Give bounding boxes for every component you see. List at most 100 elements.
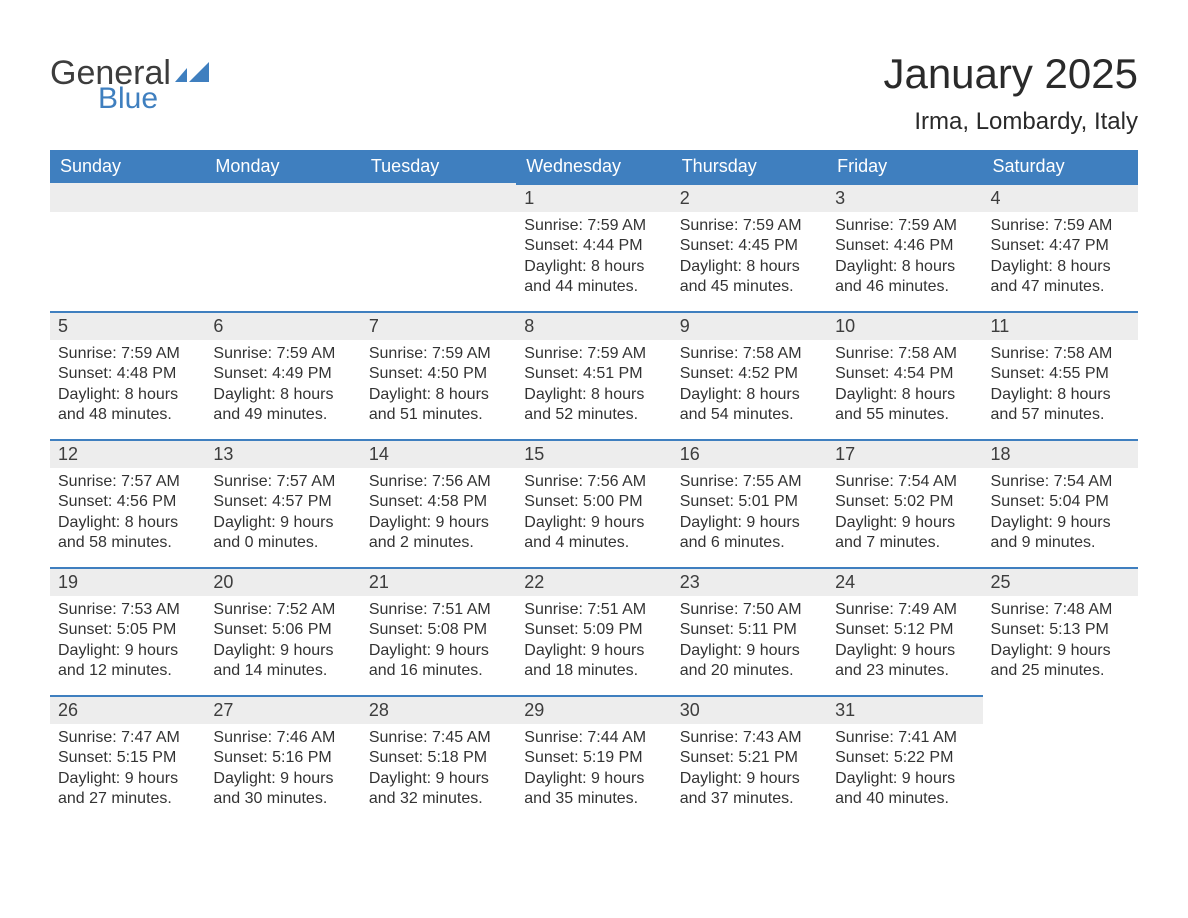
- day-daylight2: and 58 minutes.: [58, 533, 197, 553]
- day-number: 7: [361, 311, 516, 340]
- day-body: Sunrise: 7:59 AMSunset: 4:44 PMDaylight:…: [516, 212, 671, 298]
- day-daylight1: Daylight: 8 hours: [213, 385, 352, 405]
- week-row: 26Sunrise: 7:47 AMSunset: 5:15 PMDayligh…: [50, 695, 1138, 823]
- day-cell: 29Sunrise: 7:44 AMSunset: 5:19 PMDayligh…: [516, 695, 671, 823]
- day-number: [361, 183, 516, 212]
- day-body: Sunrise: 7:53 AMSunset: 5:05 PMDaylight:…: [50, 596, 205, 682]
- day-cell: 26Sunrise: 7:47 AMSunset: 5:15 PMDayligh…: [50, 695, 205, 823]
- day-cell: 23Sunrise: 7:50 AMSunset: 5:11 PMDayligh…: [672, 567, 827, 695]
- day-number: 1: [516, 183, 671, 212]
- day-sunset: Sunset: 4:52 PM: [680, 364, 819, 384]
- day-cell: 13Sunrise: 7:57 AMSunset: 4:57 PMDayligh…: [205, 439, 360, 567]
- day-cell: 16Sunrise: 7:55 AMSunset: 5:01 PMDayligh…: [672, 439, 827, 567]
- day-body: Sunrise: 7:54 AMSunset: 5:02 PMDaylight:…: [827, 468, 982, 554]
- brand-logo: General Blue: [50, 50, 213, 114]
- day-number: 21: [361, 567, 516, 596]
- day-body: Sunrise: 7:44 AMSunset: 5:19 PMDaylight:…: [516, 724, 671, 810]
- day-sunset: Sunset: 5:19 PM: [524, 748, 663, 768]
- dow-cell: Tuesday: [361, 150, 516, 183]
- day-sunrise: Sunrise: 7:57 AM: [213, 472, 352, 492]
- day-daylight1: Daylight: 8 hours: [991, 385, 1130, 405]
- day-sunset: Sunset: 4:50 PM: [369, 364, 508, 384]
- day-body: Sunrise: 7:56 AMSunset: 4:58 PMDaylight:…: [361, 468, 516, 554]
- day-number: 31: [827, 695, 982, 724]
- day-number: 10: [827, 311, 982, 340]
- day-sunrise: Sunrise: 7:59 AM: [213, 344, 352, 364]
- day-cell: 27Sunrise: 7:46 AMSunset: 5:16 PMDayligh…: [205, 695, 360, 823]
- day-daylight2: and 25 minutes.: [991, 661, 1130, 681]
- calendar-body: 1Sunrise: 7:59 AMSunset: 4:44 PMDaylight…: [50, 183, 1138, 823]
- day-number: 19: [50, 567, 205, 596]
- month-title: January 2025: [883, 50, 1138, 98]
- day-sunset: Sunset: 4:47 PM: [991, 236, 1130, 256]
- day-sunrise: Sunrise: 7:55 AM: [680, 472, 819, 492]
- day-daylight2: and 12 minutes.: [58, 661, 197, 681]
- day-sunrise: Sunrise: 7:52 AM: [213, 600, 352, 620]
- day-sunset: Sunset: 5:04 PM: [991, 492, 1130, 512]
- day-sunrise: Sunrise: 7:57 AM: [58, 472, 197, 492]
- day-sunrise: Sunrise: 7:46 AM: [213, 728, 352, 748]
- day-cell: 17Sunrise: 7:54 AMSunset: 5:02 PMDayligh…: [827, 439, 982, 567]
- day-body: Sunrise: 7:55 AMSunset: 5:01 PMDaylight:…: [672, 468, 827, 554]
- day-daylight2: and 35 minutes.: [524, 789, 663, 809]
- day-cell-empty: [361, 183, 516, 311]
- day-number: 27: [205, 695, 360, 724]
- day-daylight2: and 2 minutes.: [369, 533, 508, 553]
- day-daylight2: and 48 minutes.: [58, 405, 197, 425]
- day-daylight1: Daylight: 9 hours: [213, 641, 352, 661]
- day-number: 11: [983, 311, 1138, 340]
- day-daylight1: Daylight: 9 hours: [835, 641, 974, 661]
- day-body: Sunrise: 7:57 AMSunset: 4:56 PMDaylight:…: [50, 468, 205, 554]
- day-daylight2: and 40 minutes.: [835, 789, 974, 809]
- day-body: Sunrise: 7:49 AMSunset: 5:12 PMDaylight:…: [827, 596, 982, 682]
- day-sunrise: Sunrise: 7:58 AM: [680, 344, 819, 364]
- day-cell: 18Sunrise: 7:54 AMSunset: 5:04 PMDayligh…: [983, 439, 1138, 567]
- day-body: Sunrise: 7:46 AMSunset: 5:16 PMDaylight:…: [205, 724, 360, 810]
- day-sunrise: Sunrise: 7:44 AM: [524, 728, 663, 748]
- day-daylight1: Daylight: 9 hours: [835, 769, 974, 789]
- days-of-week-header: SundayMondayTuesdayWednesdayThursdayFrid…: [50, 150, 1138, 183]
- day-number: 22: [516, 567, 671, 596]
- day-daylight1: Daylight: 9 hours: [991, 513, 1130, 533]
- day-sunrise: Sunrise: 7:59 AM: [835, 216, 974, 236]
- day-sunrise: Sunrise: 7:59 AM: [58, 344, 197, 364]
- day-number: 16: [672, 439, 827, 468]
- day-body: Sunrise: 7:45 AMSunset: 5:18 PMDaylight:…: [361, 724, 516, 810]
- day-body: Sunrise: 7:41 AMSunset: 5:22 PMDaylight:…: [827, 724, 982, 810]
- day-sunrise: Sunrise: 7:41 AM: [835, 728, 974, 748]
- day-number: 4: [983, 183, 1138, 212]
- day-body: Sunrise: 7:58 AMSunset: 4:54 PMDaylight:…: [827, 340, 982, 426]
- calendar: SundayMondayTuesdayWednesdayThursdayFrid…: [50, 150, 1138, 823]
- day-number: 6: [205, 311, 360, 340]
- week-row: 1Sunrise: 7:59 AMSunset: 4:44 PMDaylight…: [50, 183, 1138, 311]
- day-cell-empty: [50, 183, 205, 311]
- day-daylight1: Daylight: 9 hours: [835, 513, 974, 533]
- week-row: 19Sunrise: 7:53 AMSunset: 5:05 PMDayligh…: [50, 567, 1138, 695]
- day-sunrise: Sunrise: 7:51 AM: [524, 600, 663, 620]
- day-sunset: Sunset: 5:16 PM: [213, 748, 352, 768]
- day-sunrise: Sunrise: 7:56 AM: [524, 472, 663, 492]
- day-daylight2: and 51 minutes.: [369, 405, 508, 425]
- day-body: Sunrise: 7:48 AMSunset: 5:13 PMDaylight:…: [983, 596, 1138, 682]
- day-daylight1: Daylight: 9 hours: [680, 641, 819, 661]
- day-number: [983, 695, 1138, 722]
- day-cell: 3Sunrise: 7:59 AMSunset: 4:46 PMDaylight…: [827, 183, 982, 311]
- day-daylight1: Daylight: 9 hours: [369, 641, 508, 661]
- day-cell: 31Sunrise: 7:41 AMSunset: 5:22 PMDayligh…: [827, 695, 982, 823]
- day-sunrise: Sunrise: 7:59 AM: [369, 344, 508, 364]
- day-number: 14: [361, 439, 516, 468]
- day-daylight1: Daylight: 9 hours: [991, 641, 1130, 661]
- day-sunset: Sunset: 5:09 PM: [524, 620, 663, 640]
- day-cell: 1Sunrise: 7:59 AMSunset: 4:44 PMDaylight…: [516, 183, 671, 311]
- day-cell: 28Sunrise: 7:45 AMSunset: 5:18 PMDayligh…: [361, 695, 516, 823]
- day-sunset: Sunset: 5:05 PM: [58, 620, 197, 640]
- day-number: 15: [516, 439, 671, 468]
- day-body: Sunrise: 7:59 AMSunset: 4:51 PMDaylight:…: [516, 340, 671, 426]
- day-daylight2: and 6 minutes.: [680, 533, 819, 553]
- day-cell: 19Sunrise: 7:53 AMSunset: 5:05 PMDayligh…: [50, 567, 205, 695]
- day-sunset: Sunset: 5:18 PM: [369, 748, 508, 768]
- day-body: Sunrise: 7:52 AMSunset: 5:06 PMDaylight:…: [205, 596, 360, 682]
- day-cell: 6Sunrise: 7:59 AMSunset: 4:49 PMDaylight…: [205, 311, 360, 439]
- day-sunset: Sunset: 4:54 PM: [835, 364, 974, 384]
- day-daylight1: Daylight: 9 hours: [58, 641, 197, 661]
